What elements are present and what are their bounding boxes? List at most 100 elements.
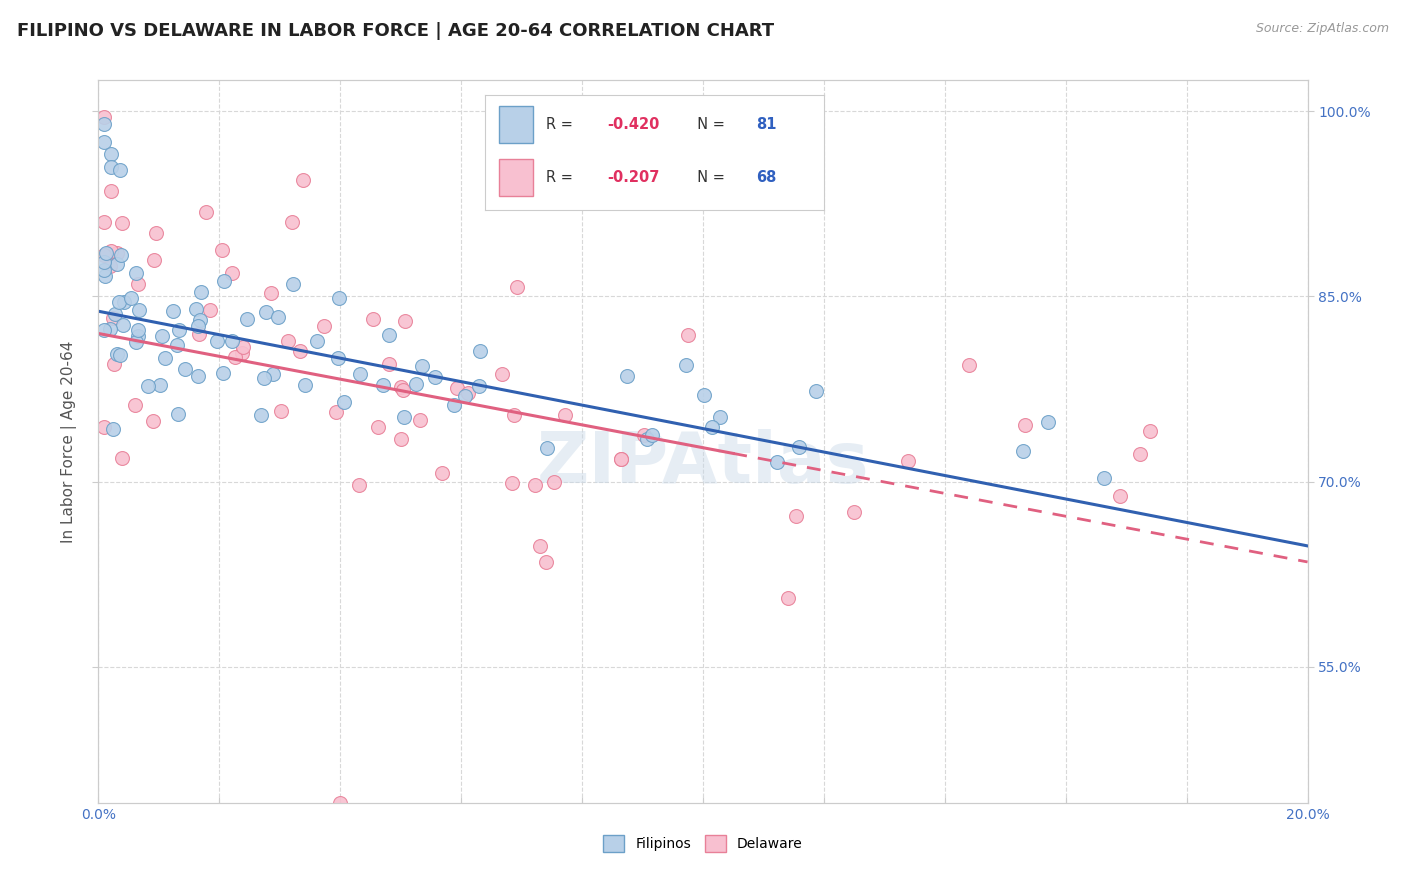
Point <box>187 319 209 334</box>
Text: ZIPAtlas: ZIPAtlas <box>537 429 869 498</box>
Point <box>641 427 664 442</box>
Point <box>105 346 128 360</box>
Point <box>150 329 173 343</box>
Point <box>93 248 115 262</box>
Point <box>409 413 432 427</box>
Point <box>167 407 190 421</box>
Point <box>205 334 228 349</box>
Point <box>804 384 827 398</box>
Point <box>280 215 302 229</box>
Point <box>501 476 523 491</box>
Point <box>211 243 233 257</box>
Point <box>787 440 810 454</box>
Point <box>842 505 865 519</box>
Point <box>93 255 115 269</box>
Point <box>277 334 299 348</box>
Point <box>405 377 427 392</box>
Point <box>100 185 122 199</box>
Point <box>110 348 132 362</box>
Point <box>957 358 980 372</box>
Point <box>1129 447 1152 461</box>
Point <box>110 248 132 262</box>
Point <box>373 377 395 392</box>
Point <box>142 252 165 267</box>
Point <box>443 398 465 412</box>
Point <box>281 277 304 292</box>
Point <box>112 294 135 309</box>
Point <box>675 358 697 372</box>
Point <box>254 304 277 318</box>
Point <box>93 322 115 336</box>
Point <box>267 310 290 324</box>
Point <box>543 475 565 489</box>
Point <box>610 452 633 467</box>
Point <box>125 334 148 349</box>
Point <box>127 277 149 291</box>
Point <box>332 394 354 409</box>
Point <box>93 111 115 125</box>
Point <box>125 267 148 281</box>
Point <box>391 384 413 398</box>
Point <box>536 555 558 569</box>
Point <box>785 508 807 523</box>
Point <box>94 246 117 260</box>
Point <box>100 160 122 174</box>
Point <box>188 313 211 327</box>
Point <box>554 408 576 422</box>
Point <box>361 311 384 326</box>
Point <box>107 294 129 309</box>
Point <box>457 386 479 401</box>
Point <box>502 408 524 422</box>
Point <box>142 414 165 428</box>
Point <box>377 357 399 371</box>
Point <box>128 302 150 317</box>
Point <box>610 452 633 467</box>
Point <box>702 420 724 434</box>
Point <box>378 327 401 342</box>
Point <box>709 410 731 425</box>
Point <box>411 359 433 374</box>
Point <box>103 357 125 371</box>
Point <box>221 266 243 280</box>
Point <box>423 370 446 384</box>
Point <box>173 361 195 376</box>
Point <box>389 432 412 446</box>
Point <box>468 343 491 358</box>
Point <box>1092 471 1115 485</box>
Point <box>329 796 352 810</box>
Y-axis label: In Labor Force | Age 20-64: In Labor Force | Age 20-64 <box>60 341 77 542</box>
Point <box>145 227 167 241</box>
Point <box>633 428 655 442</box>
Point <box>100 244 122 258</box>
Point <box>392 409 415 424</box>
Point <box>326 351 349 365</box>
Point <box>294 377 316 392</box>
Point <box>776 591 799 605</box>
Point <box>93 135 115 149</box>
Point <box>232 340 254 354</box>
Point <box>394 314 416 328</box>
Point <box>616 369 638 384</box>
Point <box>93 420 115 434</box>
Point <box>505 280 527 294</box>
Point <box>184 301 207 316</box>
Point <box>111 451 134 466</box>
Point <box>349 368 371 382</box>
Point <box>524 477 547 491</box>
Legend: Filipinos, Delaware: Filipinos, Delaware <box>598 830 808 857</box>
Point <box>100 147 122 161</box>
Point <box>446 381 468 395</box>
Point <box>1108 489 1130 503</box>
Point <box>1011 443 1033 458</box>
Point <box>195 205 218 219</box>
Point <box>249 408 271 422</box>
Point <box>288 343 311 358</box>
Point <box>325 404 347 418</box>
Text: FILIPINO VS DELAWARE IN LABOR FORCE | AGE 20-64 CORRELATION CHART: FILIPINO VS DELAWARE IN LABOR FORCE | AG… <box>17 22 773 40</box>
Point <box>454 389 477 403</box>
Point <box>262 367 284 381</box>
Point <box>187 326 209 341</box>
Point <box>93 215 115 229</box>
Point <box>187 368 209 383</box>
Point <box>235 312 257 326</box>
